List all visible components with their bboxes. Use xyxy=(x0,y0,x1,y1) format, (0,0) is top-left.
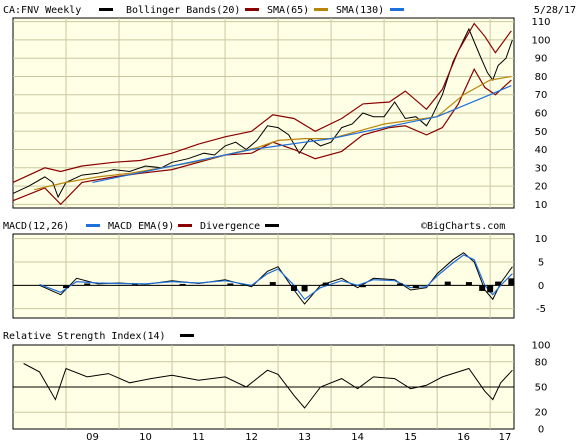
divergence-bar xyxy=(465,282,472,286)
x-tick-label: 15 xyxy=(404,432,417,443)
upper-bollinger-bands-20-line xyxy=(12,22,512,183)
x-tick-label: 14 xyxy=(351,432,364,443)
macd-ema-legend-swatch xyxy=(178,224,192,227)
y-tick-label: 100 xyxy=(531,35,550,46)
rsi-series xyxy=(13,363,514,409)
y-tick-label: 60 xyxy=(535,109,548,120)
y-tick-label: 10 xyxy=(535,234,548,245)
y-tick-label: 50 xyxy=(535,383,548,394)
rsi-label: Relative Strength Index(14) xyxy=(3,331,166,342)
macd-y-ticks: 10 5 0 -5 xyxy=(535,234,548,315)
relative-strength-index-14-line xyxy=(23,363,513,409)
price-y-ticks: 10 20 30 40 50 60 70 80 90 100 110 xyxy=(531,17,550,211)
divergence-bar xyxy=(179,283,186,286)
macd-ema-label: MACD EMA(9) xyxy=(108,221,174,232)
price-grid xyxy=(13,18,514,208)
divergence-bar xyxy=(131,284,138,286)
x-tick-label: 09 xyxy=(86,432,99,443)
x-tick-label: 17 xyxy=(499,432,512,443)
price-series xyxy=(12,22,513,206)
y-tick-label: 20 xyxy=(535,182,548,193)
divergence-bar xyxy=(444,281,451,286)
y-tick-label: 80 xyxy=(535,72,548,83)
divergence-bar xyxy=(359,285,366,288)
sma130-legend-swatch xyxy=(390,8,404,11)
x-tick-label: 11 xyxy=(192,432,205,443)
y-tick-label: 10 xyxy=(535,200,548,211)
divergence-bar xyxy=(84,283,91,286)
y-tick-label: 5 xyxy=(538,258,544,269)
symbol-legend-swatch xyxy=(99,8,113,11)
macd-label: MACD(12,26) xyxy=(3,221,69,232)
y-tick-label: 30 xyxy=(535,163,548,174)
divergence-bar xyxy=(290,285,297,291)
divergence-bar xyxy=(227,283,234,286)
bollinger-label: Bollinger Bands(20) xyxy=(126,5,240,16)
date-label: 5/28/17 xyxy=(534,5,576,16)
sma-130-line xyxy=(92,85,512,183)
x-tick-label: 12 xyxy=(245,432,258,443)
macd-series xyxy=(13,252,515,305)
divergence-bar xyxy=(412,285,419,289)
y-tick-label: 40 xyxy=(535,145,548,156)
macd-panel: 10 5 0 -5 MACD(12,26) MACD EMA(9) Divergenc… xyxy=(3,221,548,319)
rsi-panel: 100 80 50 20 0 Relative Strength Index(14) xyxy=(3,331,551,436)
divergence-bar xyxy=(479,285,486,291)
y-tick-label: -5 xyxy=(536,304,546,315)
divergence-label: Divergence xyxy=(200,221,260,232)
divergence-bar xyxy=(495,281,502,286)
sma130-label: SMA(130) xyxy=(336,5,384,16)
divergence-legend-swatch xyxy=(265,224,279,227)
x-tick-label: 13 xyxy=(298,432,311,443)
divergence-bar xyxy=(508,278,515,286)
y-tick-label: 90 xyxy=(535,54,548,65)
x-axis-ticks: 09 10 11 12 13 14 15 16 17 xyxy=(86,432,511,443)
price-panel: 10 20 30 40 50 60 70 80 90 100 110 CA:FNV Weekly B… xyxy=(3,5,576,211)
macd-legend-swatch xyxy=(86,224,100,227)
x-tick-label: 10 xyxy=(139,432,152,443)
macd-ema-9-line xyxy=(39,254,513,301)
watermark: ©BigCharts.com xyxy=(421,221,505,232)
divergence-bar xyxy=(269,282,276,286)
y-tick-label: 70 xyxy=(535,90,548,101)
divergence-bar xyxy=(397,283,404,286)
y-tick-label: 20 xyxy=(535,408,548,419)
bollinger-legend-swatch xyxy=(245,8,259,11)
y-tick-label: 50 xyxy=(535,127,548,138)
y-tick-label: 80 xyxy=(535,357,548,368)
divergence-bar xyxy=(487,285,494,293)
divergence-bar xyxy=(301,285,308,292)
rsi-legend-swatch xyxy=(180,334,194,337)
sma65-legend-swatch xyxy=(314,8,328,11)
y-tick-label: 0 xyxy=(538,425,544,436)
lower-bollinger-bands-20-line xyxy=(12,67,512,206)
divergence-bar xyxy=(322,282,329,286)
divergence-bar xyxy=(63,285,70,289)
sma65-label: SMA(65) xyxy=(267,5,309,16)
x-tick-label: 16 xyxy=(457,432,470,443)
sma-65-line xyxy=(34,75,512,191)
y-tick-label: 0 xyxy=(538,281,544,292)
y-tick-label: 110 xyxy=(531,17,550,28)
symbol-label: CA:FNV Weekly xyxy=(3,5,81,16)
y-tick-label: 100 xyxy=(531,341,550,352)
rsi-y-ticks: 100 80 50 20 0 xyxy=(531,341,550,436)
